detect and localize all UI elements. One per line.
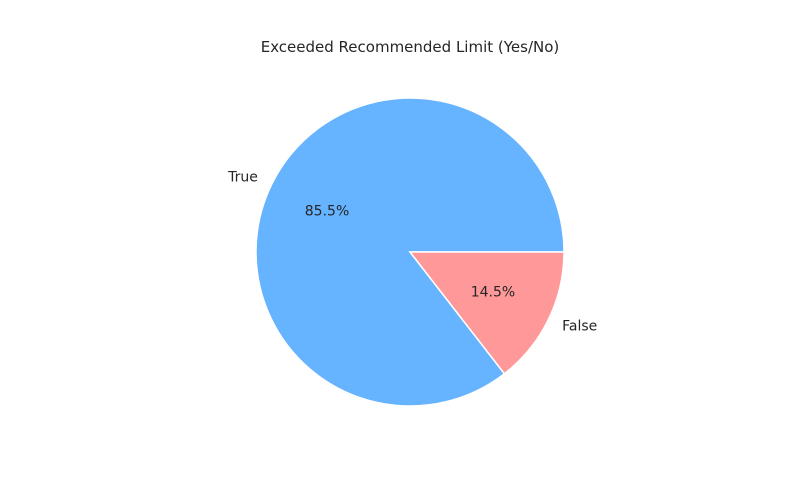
slice-percent-false: 14.5% <box>471 285 515 301</box>
pie-labels: True 85.5% False 14.5% <box>227 169 597 334</box>
chart-title: Exceeded Recommended Limit (Yes/No) <box>261 38 560 56</box>
slice-percent-true: 85.5% <box>305 203 349 219</box>
pie-slices <box>255 97 565 407</box>
slice-label-true: True <box>227 169 258 185</box>
slice-label-false: False <box>562 319 597 335</box>
pie-slice-false <box>408 251 565 375</box>
